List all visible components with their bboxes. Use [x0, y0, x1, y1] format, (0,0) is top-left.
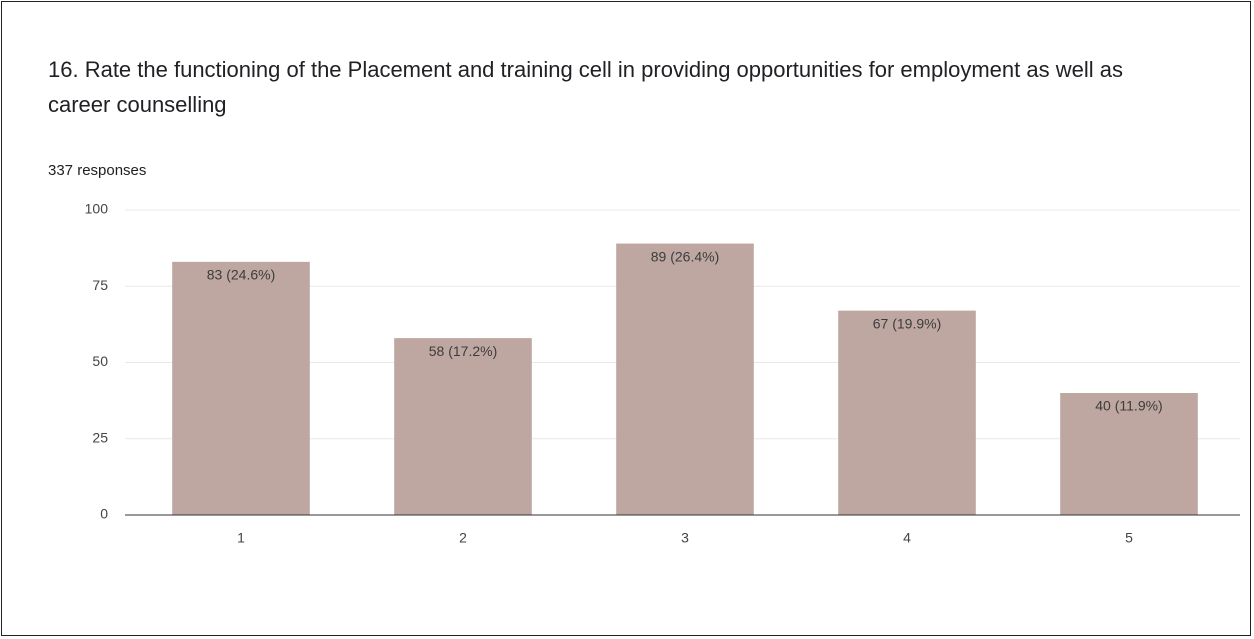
chart-subtitle: 337 responses: [48, 162, 147, 179]
data-label: 40 (11.9%): [1095, 398, 1162, 414]
bar: [172, 261, 310, 515]
x-tick-label: 5: [1125, 530, 1133, 546]
bar: [838, 310, 976, 515]
bar: [394, 338, 532, 515]
y-tick-label: 100: [85, 201, 109, 217]
data-label: 58 (17.2%): [429, 343, 497, 359]
bar: [616, 243, 754, 516]
data-label: 83 (24.6%): [207, 267, 275, 283]
bar: [1060, 393, 1198, 515]
x-tick-label: 2: [459, 530, 467, 546]
x-tick-label: 1: [237, 530, 245, 546]
y-tick-label: 0: [100, 506, 108, 522]
x-tick-label: 4: [903, 530, 911, 546]
y-tick-label: 50: [92, 353, 108, 369]
x-tick-label: 3: [681, 530, 689, 546]
y-tick-label: 75: [92, 277, 108, 293]
data-label: 67 (19.9%): [873, 315, 941, 331]
chart-title: 16. Rate the functioning of the Placemen…: [48, 57, 1123, 117]
y-tick-label: 25: [92, 429, 108, 445]
data-label: 89 (26.4%): [651, 248, 719, 264]
